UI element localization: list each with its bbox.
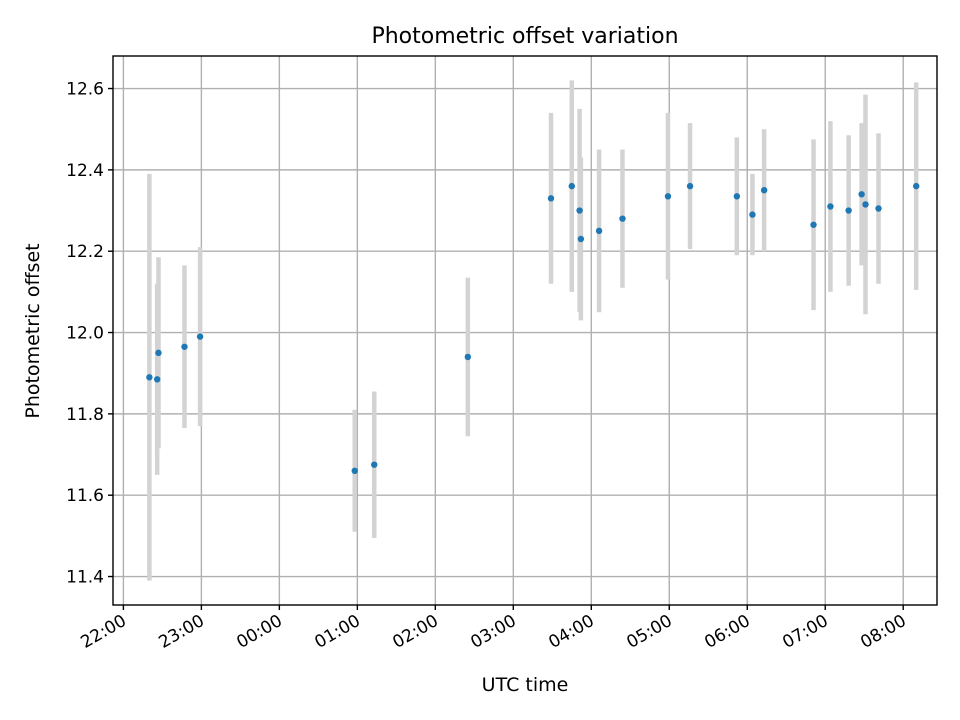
x-tick-label: 00:00 — [233, 611, 285, 653]
data-points — [146, 182, 920, 474]
x-tick-label: 03:00 — [467, 611, 519, 653]
x-tick-label: 23:00 — [155, 611, 207, 653]
x-tick-label: 07:00 — [779, 611, 831, 653]
x-tick-label: 04:00 — [545, 611, 597, 653]
plot-frame — [112, 55, 938, 606]
data-point — [464, 353, 472, 361]
grid — [113, 56, 937, 605]
data-point — [577, 235, 585, 243]
y-tick-label: 11.4 — [66, 568, 104, 588]
data-point — [146, 374, 153, 381]
chart-title: Photometric offset variation — [371, 24, 678, 49]
data-point — [568, 182, 575, 190]
x-tick-label: 06:00 — [701, 611, 753, 653]
error-bars — [147, 80, 919, 581]
data-point — [371, 461, 378, 468]
data-point — [686, 182, 694, 190]
data-point — [664, 193, 672, 200]
y-tick-label: 11.6 — [66, 486, 104, 506]
data-point — [810, 221, 817, 228]
data-point — [547, 195, 555, 202]
data-point — [875, 205, 882, 212]
data-point — [913, 182, 920, 190]
data-point — [845, 207, 852, 214]
y-tick-label: 12.6 — [66, 80, 104, 100]
y-tick-label: 12.4 — [66, 161, 104, 181]
data-point — [733, 193, 741, 200]
data-point — [576, 207, 583, 214]
x-axis: 22:00 23:00 00:00 01:00 02:00 03:00 04:00 05:00… — [77, 605, 910, 653]
x-tick-label: 01:00 — [311, 611, 363, 653]
data-point — [862, 201, 869, 208]
x-tick-label: 02:00 — [389, 611, 441, 653]
y-axis-label: Photometric offset — [22, 243, 44, 418]
data-point — [196, 333, 204, 340]
x-tick-label: 22:00 — [77, 611, 129, 653]
data-point — [858, 191, 865, 198]
data-point — [760, 187, 768, 194]
data-point — [155, 349, 162, 357]
data-point — [153, 376, 161, 383]
data-point — [749, 211, 756, 218]
data-point — [827, 203, 834, 210]
y-axis: 11.4 11.6 11.8 12.0 12.2 12.4 12.6 — [66, 80, 113, 588]
y-tick-label: 12.0 — [66, 324, 104, 344]
y-tick-label: 11.8 — [66, 405, 104, 425]
y-tick-label: 12.2 — [66, 242, 104, 262]
x-tick-label: 05:00 — [623, 611, 675, 653]
x-axis-label: UTC time — [482, 674, 569, 696]
data-point — [595, 227, 603, 235]
data-point — [181, 343, 188, 350]
data-point — [619, 215, 626, 222]
x-tick-label: 08:00 — [857, 611, 909, 653]
data-point — [351, 467, 358, 474]
